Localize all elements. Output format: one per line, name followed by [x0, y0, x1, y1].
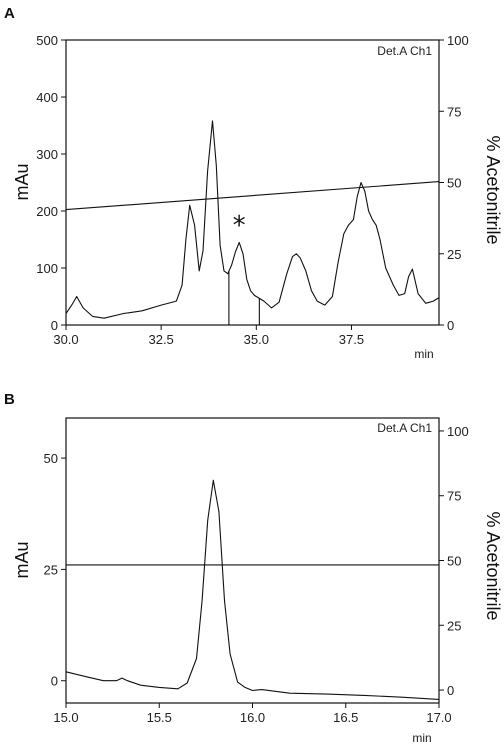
- panel-a-series: [65, 120, 440, 319]
- panel-a-right-axis-title: % Acetonitrile: [483, 135, 503, 244]
- panel-a-annotations: *: [228, 211, 260, 325]
- y-tick-label: 200: [36, 204, 58, 219]
- panel-b-right-axis-title: % Acetonitrile: [483, 511, 503, 620]
- right-tick-label: 100: [447, 33, 469, 48]
- panel-a-right-ticks: 0 25 50 75 100: [439, 33, 469, 333]
- x-tick-label: 17.0: [426, 710, 451, 725]
- panel-a-label: A: [4, 5, 15, 22]
- y-tick-label: 100: [36, 261, 58, 276]
- x-tick-label: 37.5: [339, 332, 364, 347]
- panel-b-label: B: [4, 391, 15, 408]
- right-tick-label: 25: [447, 247, 461, 262]
- panel-a-y-ticks: 0 100 200 300 400 500: [36, 33, 66, 333]
- y-tick-label: 400: [36, 90, 58, 105]
- panel-b-series: [65, 479, 440, 700]
- y-tick-label: 500: [36, 33, 58, 48]
- y-tick-label: 50: [44, 451, 58, 466]
- right-tick-label: 0: [447, 318, 454, 333]
- right-tick-label: 50: [447, 554, 461, 569]
- right-tick-label: 0: [447, 683, 454, 698]
- panel-b-plot-frame: [65, 417, 440, 704]
- x-tick-label: 15.5: [147, 710, 172, 725]
- x-tick-label: 30.0: [53, 332, 78, 347]
- x-tick-label: 15.0: [53, 710, 78, 725]
- acetonitrile-gradient-line: [65, 181, 440, 211]
- panel-a: A Det.A Ch1 mAu % Acetonitrile min 30.0 3…: [4, 5, 503, 361]
- x-tick-label: 16.0: [240, 710, 265, 725]
- panel-a-x-axis-title: min: [414, 347, 433, 361]
- right-tick-label: 25: [447, 618, 461, 633]
- panel-b: B Det.A Ch1 mAu % Acetonitrile min 15.0 1…: [4, 391, 503, 745]
- panel-a-x-ticks: 30.0 32.5 35.0 37.5: [53, 325, 364, 347]
- absorbance-trace: [65, 479, 440, 700]
- y-tick-label: 300: [36, 147, 58, 162]
- panel-b-y-axis-title: mAu: [12, 541, 32, 578]
- panel-a-detector-label: Det.A Ch1: [377, 44, 432, 58]
- right-tick-label: 50: [447, 176, 461, 191]
- panel-a-y-axis-title: mAu: [12, 163, 32, 200]
- panel-a-plot-frame: [65, 39, 440, 326]
- panel-b-x-axis-title: min: [412, 731, 431, 745]
- absorbance-trace: [65, 120, 440, 319]
- panel-b-y-ticks: 0 25 50: [44, 451, 66, 689]
- peak-asterisk-annotation: *: [233, 211, 246, 241]
- y-tick-label: 25: [44, 562, 58, 577]
- x-tick-label: 35.0: [244, 332, 269, 347]
- right-tick-label: 75: [447, 104, 461, 119]
- y-tick-label: 0: [51, 318, 58, 333]
- x-tick-label: 32.5: [148, 332, 173, 347]
- right-tick-label: 75: [447, 489, 461, 504]
- panel-b-x-ticks: 15.0 15.5 16.0 16.5 17.0: [53, 703, 452, 725]
- right-tick-label: 100: [447, 424, 469, 439]
- panel-b-right-ticks: 0 25 50 75 100: [439, 424, 469, 698]
- panel-b-detector-label: Det.A Ch1: [377, 421, 432, 435]
- x-tick-label: 16.5: [333, 710, 358, 725]
- y-tick-label: 0: [51, 674, 58, 689]
